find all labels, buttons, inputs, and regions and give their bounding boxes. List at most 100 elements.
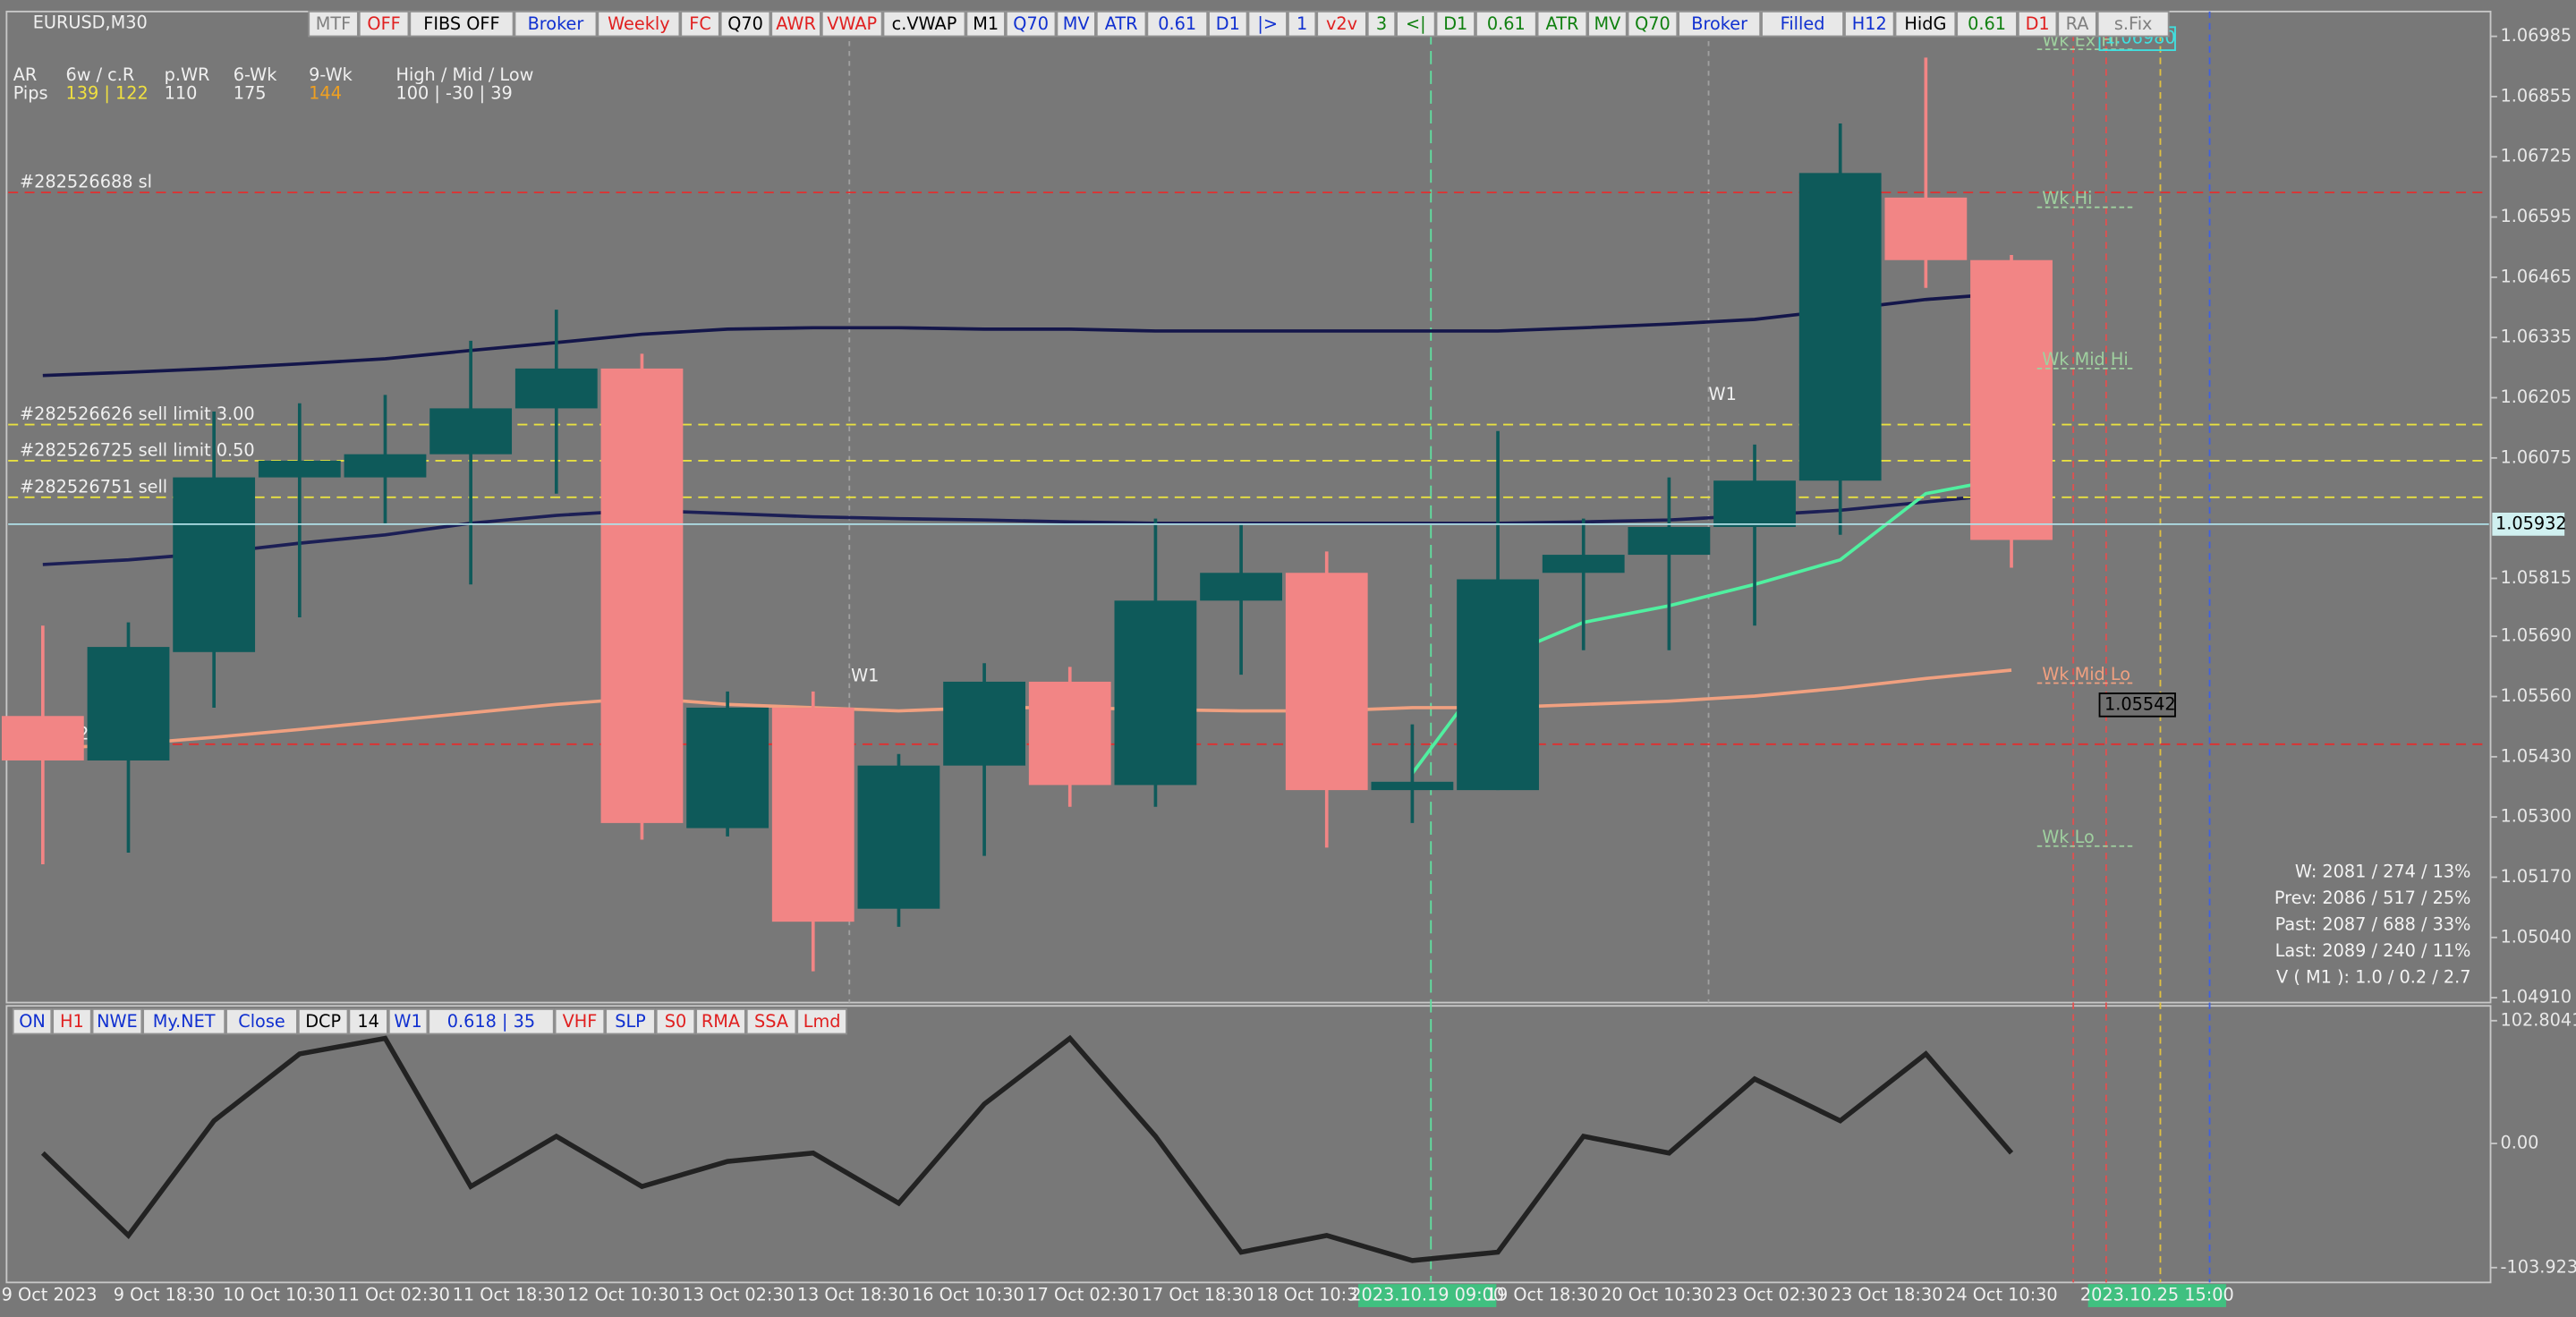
- toolbar-button-label[interactable]: RA: [2066, 13, 2090, 34]
- toolbar-button[interactable]: [1435, 10, 1475, 38]
- toolbar-button-label[interactable]: DCP: [305, 1011, 341, 1032]
- toolbar-button[interactable]: [1146, 10, 1209, 38]
- toolbar-button-label[interactable]: Weekly: [608, 13, 670, 34]
- toolbar-button[interactable]: [91, 1008, 143, 1035]
- toolbar-button[interactable]: [1475, 10, 1537, 38]
- toolbar-button-label[interactable]: D1: [1443, 13, 1467, 34]
- toolbar-button[interactable]: [297, 1008, 349, 1035]
- toolbar-button-label[interactable]: Filled: [1781, 13, 1825, 34]
- toolbar-button[interactable]: [1396, 10, 1436, 38]
- toolbar-button[interactable]: [387, 1008, 429, 1035]
- toolbar-button[interactable]: [2057, 10, 2097, 38]
- toolbar-button[interactable]: [597, 10, 681, 38]
- toolbar-button[interactable]: [796, 1008, 847, 1035]
- toolbar-button-label[interactable]: VWAP: [827, 13, 877, 34]
- toolbar-button[interactable]: [882, 10, 966, 38]
- toolbar-button[interactable]: [1894, 10, 1957, 38]
- toolbar-button-label[interactable]: |>: [1257, 13, 1278, 34]
- toolbar-button[interactable]: [680, 10, 720, 38]
- toolbar-button[interactable]: [1587, 10, 1628, 38]
- toolbar-button[interactable]: [1095, 10, 1147, 38]
- toolbar-button-label[interactable]: VHF: [563, 1011, 598, 1032]
- toolbar-button-label[interactable]: Q70: [1635, 13, 1671, 34]
- toolbar-button-label[interactable]: D1: [1216, 13, 1240, 34]
- toolbar-button[interactable]: [2096, 10, 2170, 38]
- toolbar-button[interactable]: [514, 10, 598, 38]
- toolbar-button-label[interactable]: MTF: [316, 13, 351, 34]
- toolbar-button-label[interactable]: NWE: [97, 1011, 138, 1032]
- toolbar-button-label[interactable]: RMA: [701, 1011, 741, 1032]
- toolbar-button-label[interactable]: OFF: [367, 13, 400, 34]
- toolbar-button-label[interactable]: 0.61: [1487, 13, 1526, 34]
- toolbar-button[interactable]: [358, 10, 410, 38]
- toolbar-button-label[interactable]: Broker: [528, 13, 584, 34]
- toolbar-button-label[interactable]: 1: [1297, 13, 1307, 34]
- toolbar-button-label[interactable]: HidG: [1904, 13, 1946, 34]
- toolbar-button[interactable]: [1316, 10, 1367, 38]
- toolbar-button[interactable]: [225, 1008, 298, 1035]
- toolbar-button[interactable]: [308, 10, 359, 38]
- toolbar-button[interactable]: [1287, 10, 1317, 38]
- toolbar-button[interactable]: [428, 1008, 555, 1035]
- toolbar-button[interactable]: [1247, 10, 1288, 38]
- toolbar-button-label[interactable]: FC: [689, 13, 711, 34]
- toolbar-button-label[interactable]: 0.61: [1158, 13, 1196, 34]
- toolbar-button-label[interactable]: SLP: [615, 1011, 646, 1032]
- toolbar-button-label[interactable]: Lmd: [803, 1011, 841, 1032]
- toolbar-button[interactable]: [1005, 10, 1057, 38]
- toolbar-button-label[interactable]: W1: [394, 1011, 421, 1032]
- toolbar-button[interactable]: [695, 1008, 746, 1035]
- toolbar-button[interactable]: [142, 1008, 226, 1035]
- toolbar-button-label[interactable]: D1: [2026, 13, 2050, 34]
- toolbar-button-label[interactable]: 3: [1376, 13, 1387, 34]
- toolbar-button[interactable]: [554, 1008, 606, 1035]
- toolbar-button[interactable]: [605, 1008, 656, 1035]
- toolbar-button-label[interactable]: MV: [1063, 13, 1091, 34]
- toolbar-button-label[interactable]: M1: [973, 13, 999, 34]
- toolbar-button-label[interactable]: Q70: [727, 13, 763, 34]
- toolbar-button[interactable]: [2017, 10, 2058, 38]
- toolbar-button[interactable]: [820, 10, 883, 38]
- toolbar-button[interactable]: [52, 1008, 92, 1035]
- toolbar-button[interactable]: [1844, 10, 1895, 38]
- toolbar-button[interactable]: [1536, 10, 1588, 38]
- toolbar-button[interactable]: [965, 10, 1006, 38]
- toolbar-button[interactable]: [1056, 10, 1096, 38]
- toolbar-button-label[interactable]: c.VWAP: [892, 13, 957, 34]
- toolbar-button[interactable]: [1678, 10, 1762, 38]
- toolbar-button[interactable]: [409, 10, 514, 38]
- toolbar-button[interactable]: [655, 1008, 696, 1035]
- toolbar-button-label[interactable]: MV: [1594, 13, 1622, 34]
- toolbar-button[interactable]: [770, 10, 821, 38]
- toolbar-button[interactable]: [1366, 10, 1397, 38]
- toolbar-button-label[interactable]: ATR: [1105, 13, 1138, 34]
- toolbar-button-label[interactable]: 0.618 | 35: [447, 1011, 535, 1032]
- toolbar-button-label[interactable]: s.Fix: [2114, 13, 2153, 34]
- toolbar-button-label[interactable]: H12: [1852, 13, 1887, 34]
- toolbar-button-label[interactable]: AWR: [776, 13, 816, 34]
- toolbar-button[interactable]: [1956, 10, 2018, 38]
- toolbar-button-label[interactable]: ATR: [1546, 13, 1579, 34]
- toolbar-button-label[interactable]: Q70: [1013, 13, 1049, 34]
- toolbar-button-label[interactable]: My.NET: [153, 1011, 216, 1032]
- info-header: 6-Wk: [234, 64, 277, 85]
- toolbar-button-label[interactable]: S0: [665, 1011, 686, 1032]
- toolbar-button[interactable]: [1761, 10, 1845, 38]
- toolbar-button-label[interactable]: Close: [238, 1011, 285, 1032]
- toolbar-button-label[interactable]: Broker: [1691, 13, 1747, 34]
- toolbar-button[interactable]: [12, 1008, 53, 1035]
- toolbar-button-label[interactable]: FIBS OFF: [423, 13, 499, 34]
- toolbar-button[interactable]: [745, 1008, 797, 1035]
- level-label: Wk Mid Lo: [2042, 664, 2130, 684]
- toolbar-button-label[interactable]: H1: [60, 1011, 84, 1032]
- toolbar-button-label[interactable]: v2v: [1326, 13, 1357, 34]
- toolbar-button-label[interactable]: SSA: [754, 1011, 789, 1032]
- toolbar-button[interactable]: [719, 10, 771, 38]
- toolbar-button-label[interactable]: 14: [357, 1011, 379, 1032]
- toolbar-button-label[interactable]: <|: [1406, 13, 1426, 34]
- toolbar-button[interactable]: [348, 1008, 388, 1035]
- toolbar-button[interactable]: [1627, 10, 1679, 38]
- toolbar-button[interactable]: [1208, 10, 1248, 38]
- toolbar-button-label[interactable]: 0.61: [1968, 13, 2006, 34]
- toolbar-button-label[interactable]: ON: [19, 1011, 46, 1032]
